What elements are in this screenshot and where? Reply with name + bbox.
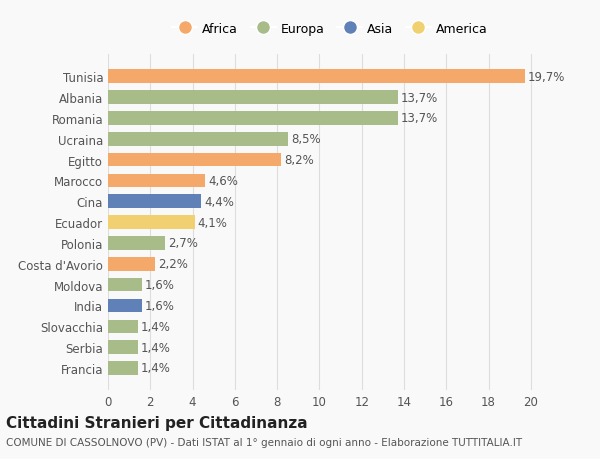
Bar [108, 361, 137, 375]
Text: 1,6%: 1,6% [145, 299, 175, 312]
Legend: Africa, Europa, Asia, America: Africa, Europa, Asia, America [167, 18, 493, 41]
Text: 1,4%: 1,4% [141, 341, 170, 354]
Text: 13,7%: 13,7% [401, 112, 438, 125]
Bar [108, 133, 288, 146]
Bar [108, 112, 398, 125]
Bar [108, 257, 155, 271]
Text: 8,5%: 8,5% [291, 133, 320, 146]
Text: 4,1%: 4,1% [198, 216, 228, 229]
Text: 13,7%: 13,7% [401, 91, 438, 104]
Text: COMUNE DI CASSOLNOVO (PV) - Dati ISTAT al 1° gennaio di ogni anno - Elaborazione: COMUNE DI CASSOLNOVO (PV) - Dati ISTAT a… [6, 437, 522, 447]
Bar [108, 320, 137, 333]
Text: 2,7%: 2,7% [168, 237, 198, 250]
Text: 1,4%: 1,4% [141, 362, 170, 375]
Bar [108, 153, 281, 167]
Text: 4,4%: 4,4% [204, 196, 234, 208]
Bar [108, 70, 524, 84]
Bar [108, 216, 194, 230]
Bar [108, 174, 205, 188]
Bar [108, 299, 142, 313]
Bar [108, 91, 398, 105]
Text: 1,6%: 1,6% [145, 279, 175, 291]
Bar [108, 237, 165, 250]
Text: 8,2%: 8,2% [284, 154, 314, 167]
Text: Cittadini Stranieri per Cittadinanza: Cittadini Stranieri per Cittadinanza [6, 415, 308, 430]
Text: 19,7%: 19,7% [527, 71, 565, 84]
Bar [108, 341, 137, 354]
Bar [108, 278, 142, 292]
Text: 4,6%: 4,6% [208, 174, 238, 188]
Text: 1,4%: 1,4% [141, 320, 170, 333]
Text: 2,2%: 2,2% [158, 257, 188, 271]
Bar [108, 195, 201, 208]
